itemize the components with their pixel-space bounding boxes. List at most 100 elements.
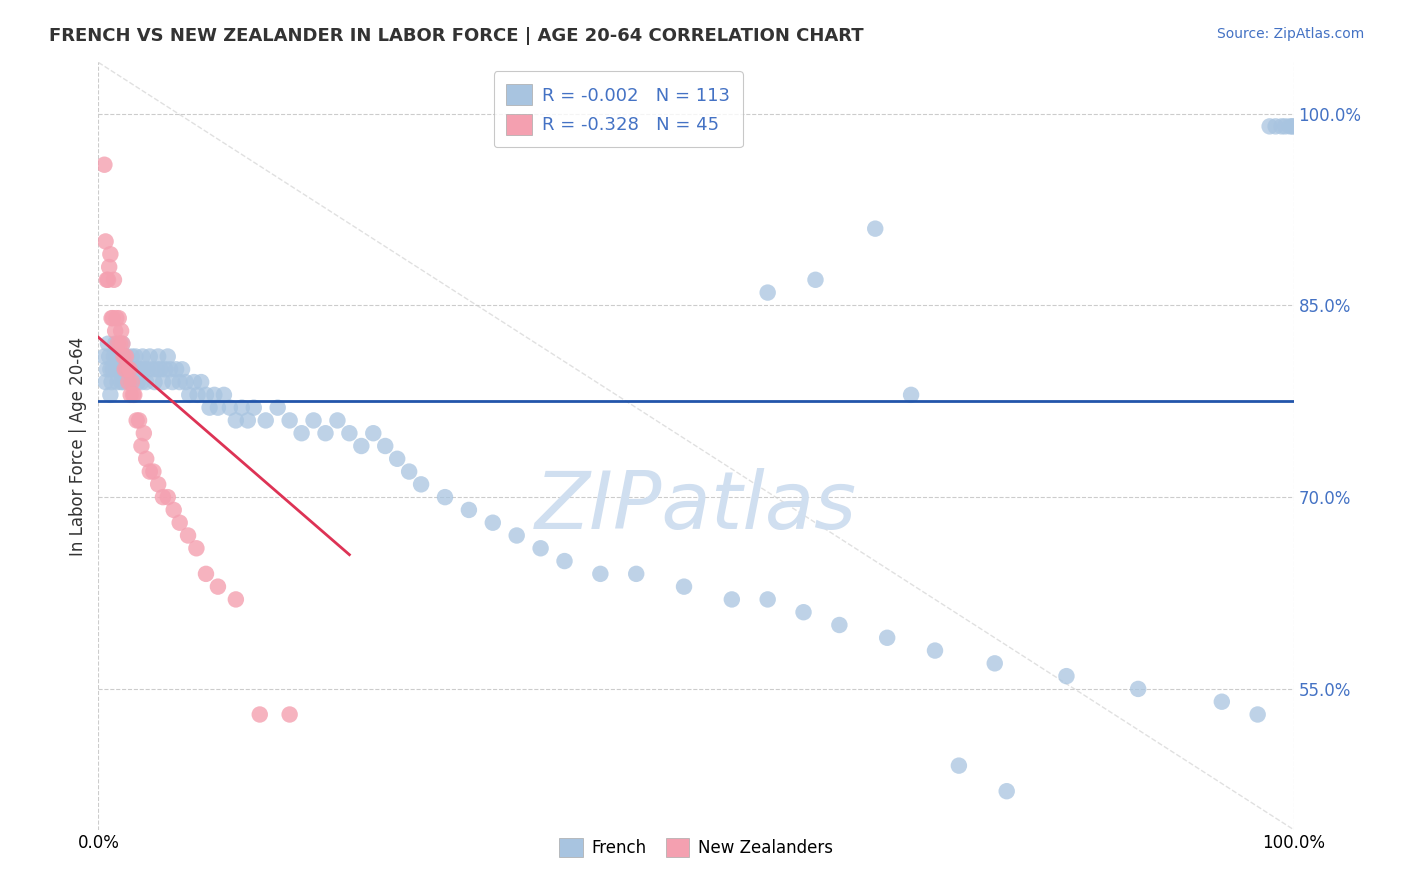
Point	[125, 413, 148, 427]
Point	[132, 362, 155, 376]
Point	[626, 566, 648, 581]
Point	[107, 336, 129, 351]
Point	[202, 388, 225, 402]
Point	[243, 401, 266, 415]
Point	[756, 592, 779, 607]
Point	[169, 375, 191, 389]
Point	[1056, 669, 1078, 683]
Point	[112, 375, 135, 389]
Point	[111, 336, 134, 351]
Point	[129, 362, 152, 376]
Point	[101, 362, 124, 376]
Point	[103, 273, 125, 287]
Point	[190, 375, 212, 389]
Point	[756, 285, 779, 300]
Point	[152, 490, 174, 504]
Point	[291, 426, 314, 441]
Point	[1264, 120, 1286, 134]
Point	[948, 758, 970, 772]
Point	[103, 350, 125, 364]
Point	[165, 362, 187, 376]
Point	[187, 388, 209, 402]
Point	[315, 426, 337, 441]
Point	[1282, 120, 1305, 134]
Point	[159, 362, 181, 376]
Point	[131, 439, 153, 453]
Point	[554, 554, 576, 568]
Point	[236, 413, 259, 427]
Point	[530, 541, 553, 556]
Point	[995, 784, 1018, 798]
Point	[120, 362, 142, 376]
Point	[984, 657, 1007, 671]
Point	[804, 273, 827, 287]
Point	[127, 375, 149, 389]
Point	[212, 388, 235, 402]
Point	[118, 362, 141, 376]
Point	[302, 413, 325, 427]
Point	[98, 350, 121, 364]
Point	[93, 158, 115, 172]
Point	[1274, 120, 1296, 134]
Point	[1281, 120, 1303, 134]
Point	[219, 401, 242, 415]
Point	[326, 413, 349, 427]
Point	[156, 490, 179, 504]
Point	[148, 477, 170, 491]
Point	[115, 350, 138, 364]
Point	[278, 707, 301, 722]
Point	[124, 388, 146, 402]
Point	[105, 362, 128, 376]
Point	[207, 580, 229, 594]
Point	[385, 451, 409, 466]
Point	[139, 465, 162, 479]
Point	[339, 426, 361, 441]
Point	[363, 426, 385, 441]
Point	[107, 311, 129, 326]
Point	[148, 350, 170, 364]
Point	[162, 375, 184, 389]
Point	[96, 362, 118, 376]
Point	[198, 401, 221, 415]
Point	[225, 413, 247, 427]
Point	[865, 221, 887, 235]
Point	[135, 451, 157, 466]
Point	[225, 592, 247, 607]
Point	[249, 707, 271, 722]
Point	[111, 362, 134, 376]
Point	[163, 503, 186, 517]
Point	[114, 350, 136, 364]
Point	[125, 362, 148, 376]
Point	[350, 439, 373, 453]
Point	[110, 324, 132, 338]
Point	[149, 362, 172, 376]
Point	[131, 350, 153, 364]
Point	[1271, 120, 1294, 134]
Point	[179, 388, 201, 402]
Point	[111, 336, 134, 351]
Point	[1278, 120, 1301, 134]
Point	[900, 388, 922, 402]
Point	[481, 516, 505, 530]
Point	[107, 375, 129, 389]
Point	[411, 477, 433, 491]
Point	[115, 362, 138, 376]
Text: Source: ZipAtlas.com: Source: ZipAtlas.com	[1216, 27, 1364, 41]
Point	[128, 413, 150, 427]
Point	[1258, 120, 1281, 134]
Point	[589, 566, 612, 581]
Point	[169, 516, 191, 530]
Point	[98, 260, 121, 274]
Point	[139, 350, 162, 364]
Point	[101, 311, 124, 326]
Point	[108, 362, 131, 376]
Point	[115, 350, 138, 364]
Point	[114, 362, 136, 376]
Point	[94, 375, 117, 389]
Point	[398, 465, 420, 479]
Point	[195, 566, 218, 581]
Y-axis label: In Labor Force | Age 20-64: In Labor Force | Age 20-64	[69, 336, 87, 556]
Point	[115, 362, 138, 376]
Legend: French, New Zealanders: French, New Zealanders	[553, 830, 839, 863]
Point	[105, 311, 128, 326]
